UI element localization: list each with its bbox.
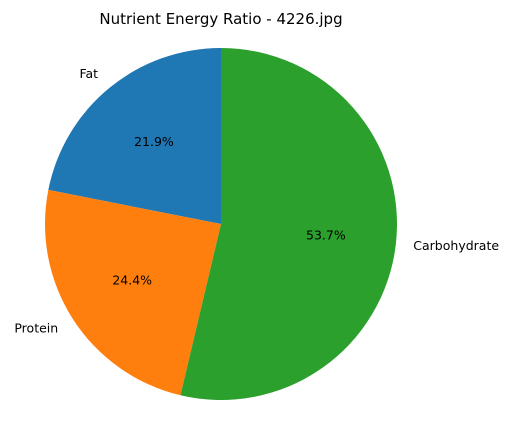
slice-label-carbohydrate: Carbohydrate: [413, 238, 499, 253]
slice-percent-carbohydrate: 53.7%: [306, 228, 346, 243]
pie-slice-protein: [45, 189, 221, 396]
slice-label-protein: Protein: [14, 320, 58, 335]
pie-slices: [45, 48, 397, 400]
chart-title: Nutrient Energy Ratio - 4226.jpg: [99, 10, 342, 28]
pie-slice-carbohydrate: [180, 48, 397, 400]
pie-slice-fat: [48, 48, 222, 224]
slice-label-fat: Fat: [79, 66, 98, 81]
slice-percent-protein: 24.4%: [112, 273, 152, 288]
pie-labels: Fat 21.9% Protein 24.4% Carbohydrate 53.7%: [14, 66, 499, 335]
slice-percent-fat: 21.9%: [134, 134, 174, 149]
